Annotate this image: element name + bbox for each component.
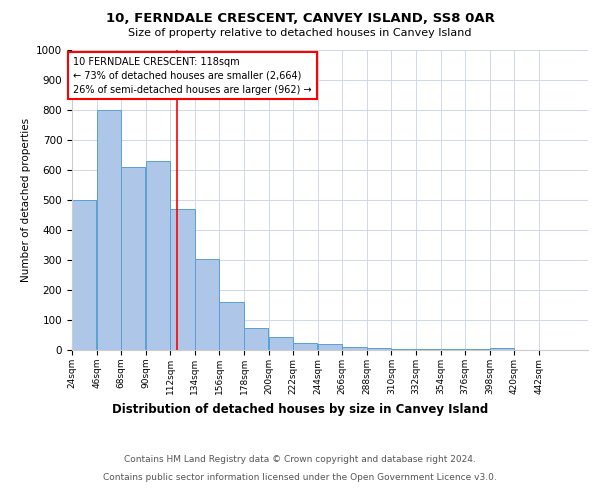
Text: Contains public sector information licensed under the Open Government Licence v3: Contains public sector information licen… bbox=[103, 473, 497, 482]
Text: 10, FERNDALE CRESCENT, CANVEY ISLAND, SS8 0AR: 10, FERNDALE CRESCENT, CANVEY ISLAND, SS… bbox=[106, 12, 494, 26]
Bar bbox=[367, 348, 391, 350]
Bar bbox=[490, 348, 514, 350]
Text: Distribution of detached houses by size in Canvey Island: Distribution of detached houses by size … bbox=[112, 402, 488, 415]
Bar bbox=[293, 342, 317, 350]
Bar bbox=[244, 328, 268, 350]
Bar bbox=[220, 302, 244, 350]
Bar bbox=[269, 336, 293, 350]
Bar bbox=[416, 349, 440, 350]
Bar bbox=[97, 110, 121, 350]
Bar bbox=[318, 344, 342, 350]
Bar bbox=[121, 167, 145, 350]
Bar bbox=[342, 347, 367, 350]
Y-axis label: Number of detached properties: Number of detached properties bbox=[20, 118, 31, 282]
Bar bbox=[195, 258, 219, 350]
Bar bbox=[170, 209, 194, 350]
Bar bbox=[391, 348, 416, 350]
Text: Contains HM Land Registry data © Crown copyright and database right 2024.: Contains HM Land Registry data © Crown c… bbox=[124, 456, 476, 464]
Bar bbox=[72, 200, 96, 350]
Text: Size of property relative to detached houses in Canvey Island: Size of property relative to detached ho… bbox=[128, 28, 472, 38]
Bar bbox=[146, 161, 170, 350]
Text: 10 FERNDALE CRESCENT: 118sqm
← 73% of detached houses are smaller (2,664)
26% of: 10 FERNDALE CRESCENT: 118sqm ← 73% of de… bbox=[73, 56, 312, 94]
